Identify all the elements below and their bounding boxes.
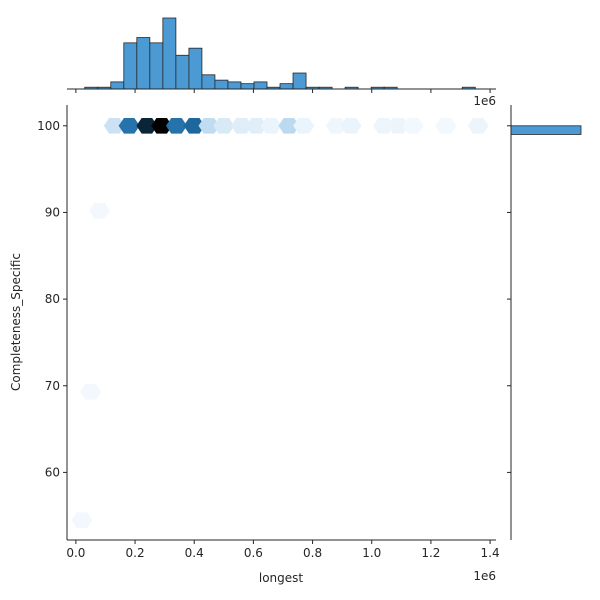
x-axis-ticks: 0.0 0.2 0.4 0.6 0.8 1.0 1.2 1.4: [66, 540, 500, 560]
right-histogram-bar: [510, 125, 582, 135]
right-marginal-axes: [507, 105, 512, 540]
y-tick-label: 60: [45, 465, 60, 479]
right-marginal-histogram: [510, 125, 582, 135]
top-histogram-bar: [136, 37, 151, 90]
top-histogram-bar: [279, 83, 294, 90]
x-tick-label: 1.2: [421, 546, 440, 560]
top-axis-offset-label: 1e6: [473, 94, 496, 108]
hexbin-cell: [402, 117, 424, 134]
hexbin-cell: [213, 117, 235, 134]
top-histogram-bar: [253, 81, 268, 90]
hexbin-cell: [198, 117, 220, 134]
y-tick-label: 100: [37, 119, 60, 133]
hexbin-cell: [435, 117, 457, 134]
hexbin-cell: [373, 117, 395, 134]
top-histogram-bar: [175, 54, 190, 90]
x-tick-label: 0.4: [185, 546, 204, 560]
hexbin-cell: [467, 117, 489, 134]
top-histogram-bar: [188, 47, 203, 90]
y-tick-label: 90: [45, 205, 60, 219]
top-histogram-bar: [240, 83, 255, 90]
hexbin-cell: [183, 117, 205, 134]
hexbin-cell: [293, 117, 315, 134]
hexbin-cell: [245, 117, 267, 134]
top-histogram-bar: [227, 81, 242, 90]
x-tick-label: 0.8: [303, 546, 322, 560]
hexbin-cell: [387, 117, 409, 134]
x-tick-label: 1.4: [481, 546, 500, 560]
hexbin-cell: [118, 117, 140, 134]
top-histogram-bar: [201, 74, 216, 90]
y-tick-label: 80: [45, 292, 60, 306]
top-histogram-bar: [292, 72, 307, 90]
hexbin-cell: [231, 117, 253, 134]
x-axis-offset-label: 1e6: [473, 569, 496, 583]
hexbin-cell: [278, 117, 300, 134]
top-histogram-bar: [123, 42, 138, 90]
hexbin-cell: [71, 512, 93, 528]
x-tick-label: 0.2: [126, 546, 145, 560]
hexbin-cell: [80, 384, 102, 400]
top-histogram-bar: [162, 17, 177, 90]
hexbin-cell: [89, 202, 111, 219]
top-marginal-axes: [67, 88, 496, 93]
hexbin-cell: [340, 117, 362, 134]
hexbin-cell: [151, 117, 173, 134]
top-marginal-histogram: [84, 17, 476, 90]
main-axes: 0.0 0.2 0.4 0.6 0.8 1.0 1.2 1.4 60 70 80 90 100 lon…: [9, 94, 500, 585]
top-histogram-bar: [214, 79, 229, 90]
x-axis-label: longest: [259, 571, 304, 585]
hexbin-cell: [325, 117, 347, 134]
x-tick-label: 0.6: [244, 546, 263, 560]
hexbin-layer: [71, 117, 489, 528]
hexbin-cell: [260, 117, 282, 134]
hexbin-cell: [103, 117, 125, 134]
y-axis-label: Completeness_Specific: [9, 253, 23, 391]
y-axis-ticks: 60 70 80 90 100: [37, 119, 67, 479]
hexbin-cell: [136, 117, 158, 134]
top-histogram-bar: [110, 81, 125, 90]
x-tick-label: 1.0: [362, 546, 381, 560]
top-marginal-ticks: [75, 89, 491, 93]
hexbin-cell: [165, 117, 187, 134]
x-tick-label: 0.0: [66, 546, 85, 560]
y-tick-label: 70: [45, 379, 60, 393]
right-marginal-ticks: [507, 125, 511, 473]
top-histogram-bar: [149, 42, 164, 90]
